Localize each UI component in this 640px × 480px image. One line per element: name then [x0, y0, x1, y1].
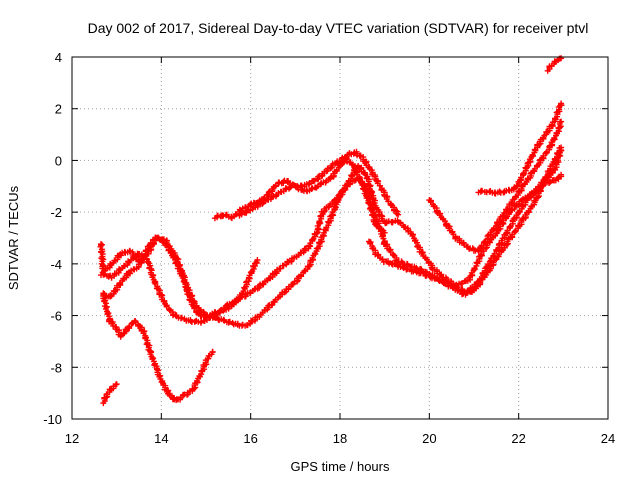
series-arc-5 — [100, 381, 120, 407]
x-axis-label: GPS time / hours — [291, 459, 390, 474]
y-tick-label: -6 — [50, 309, 62, 324]
y-tick-label: 0 — [55, 153, 62, 168]
data-series — [97, 55, 565, 407]
y-tick-label: -4 — [50, 257, 62, 272]
y-tick-label: -8 — [50, 360, 62, 375]
x-tick-label: 20 — [422, 431, 436, 446]
series-arc-10 — [475, 100, 565, 197]
y-tick-label: 4 — [55, 50, 62, 65]
y-tick-label: -2 — [50, 205, 62, 220]
x-tick-label: 12 — [65, 431, 79, 446]
x-tick-label: 24 — [601, 431, 615, 446]
chart-title: Day 002 of 2017, Sidereal Day-to-day VTE… — [88, 20, 589, 36]
series-arc-1 — [97, 234, 261, 321]
y-tick-label: 2 — [55, 102, 62, 117]
series-arc-11 — [544, 55, 565, 74]
series-arc-9 — [426, 118, 565, 255]
series-arc-3 — [100, 290, 216, 404]
x-tick-label: 14 — [154, 431, 168, 446]
y-tick-label: -10 — [43, 412, 62, 427]
x-tick-label: 22 — [511, 431, 525, 446]
x-tick-label: 16 — [243, 431, 257, 446]
x-tick-label: 18 — [333, 431, 347, 446]
y-axis-label: SDTVAR / TECUs — [6, 185, 21, 290]
plot-frame — [71, 56, 609, 420]
series-arc-8 — [366, 144, 565, 295]
series-arc-7 — [236, 154, 388, 236]
